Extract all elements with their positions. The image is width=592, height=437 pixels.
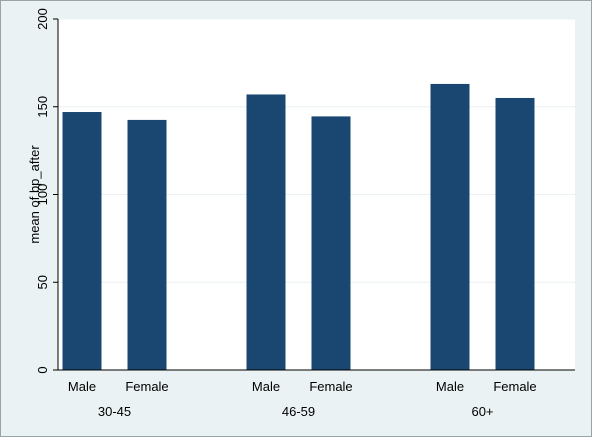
bar-60+-female [495,97,535,370]
x-category-label: Female [493,379,536,394]
x-group-label: 46-59 [282,404,315,419]
x-category-label: Female [125,379,168,394]
y-tick-label: 200 [35,8,50,30]
y-axis-title: mean of bp_after [27,145,42,244]
x-group-label: 60+ [471,404,493,419]
bar-60+-male [430,83,470,370]
bar-46-59-female [311,116,351,370]
x-category-label: Female [309,379,352,394]
x-category-label: Male [436,379,464,394]
x-category-label: Male [68,379,96,394]
y-tick-label: 50 [35,275,50,289]
y-tick-label: 0 [35,366,50,373]
x-category-label: Male [252,379,280,394]
bar-46-59-male [246,94,286,370]
y-ticks: 0 50 100 150 200 [35,8,58,374]
y-tick-label: 150 [35,96,50,118]
bar-30-45-female [127,119,167,370]
bar-30-45-male [62,112,102,370]
x-group-label: 30-45 [98,404,131,419]
bars [62,83,535,370]
y-tick-label: 100 [35,184,50,206]
